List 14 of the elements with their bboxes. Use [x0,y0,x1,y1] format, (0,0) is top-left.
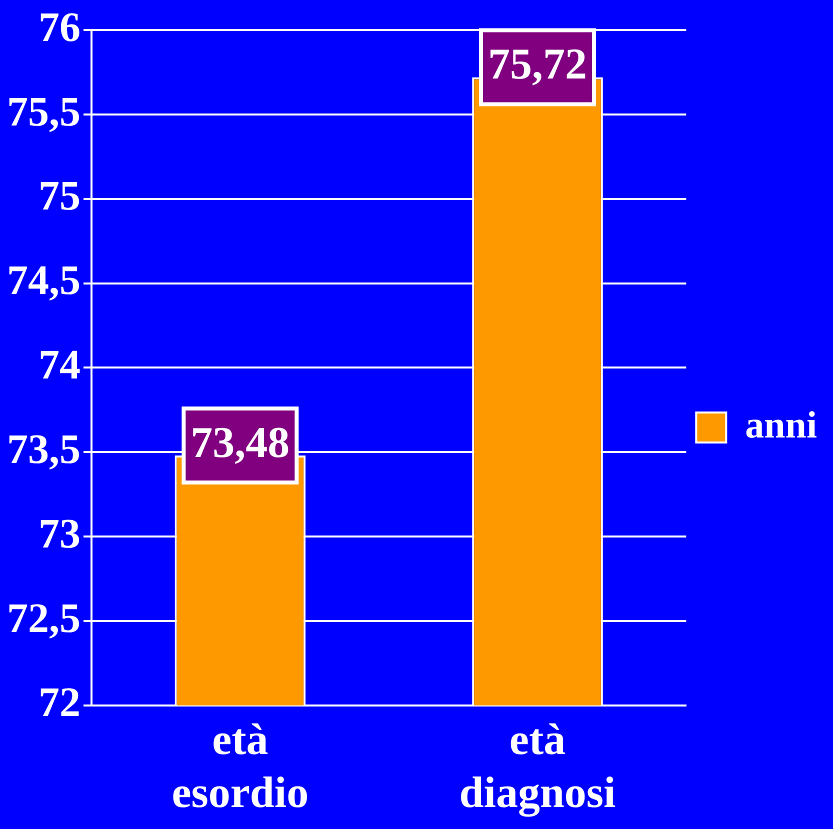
x-tick-label: età diagnosi [459,715,616,817]
y-tick-label: 73,5 [7,426,80,473]
y-tick-label: 73 [38,511,80,558]
y-tick-label: 75,5 [7,89,80,136]
y-tick-label: 72 [38,680,80,726]
data-label: 75,72 [488,40,588,89]
data-label: 73,48 [190,418,290,467]
legend-label: anni [745,404,818,446]
y-tick-label: 74,5 [7,258,80,304]
y-tick-label: 74 [38,342,80,389]
y-tick-label: 72,5 [7,596,80,642]
x-tick-label: età esordio [172,715,309,817]
y-tick-label: 76 [38,4,80,51]
y-tick-label: 75 [38,174,80,220]
